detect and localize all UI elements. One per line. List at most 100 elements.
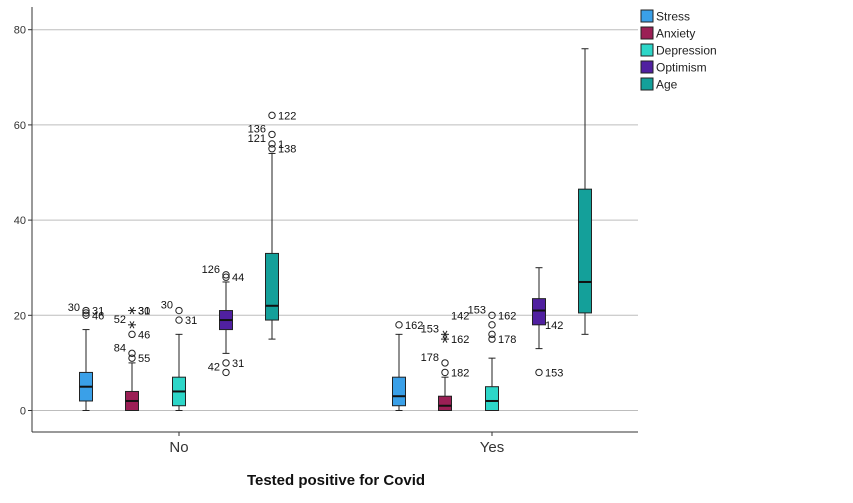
outlier-point [222, 271, 230, 279]
x-tick-label: No [169, 439, 188, 456]
outlier-label: 31 [185, 315, 197, 327]
outlier-point [488, 321, 496, 329]
outlier-point [488, 311, 496, 319]
outlier-label: 1 [278, 139, 284, 151]
outlier-label: 162 [405, 320, 423, 332]
outlier-point [268, 140, 276, 148]
legend-item-age: Age [640, 77, 678, 92]
outlier-point [268, 111, 276, 120]
axes: 0 20 40 60 80 No Yes [14, 7, 638, 456]
y-tick-label: 40 [14, 215, 26, 227]
outlier-label: 178 [421, 352, 439, 364]
outlier-label: 182 [451, 367, 469, 379]
legend-swatch [640, 9, 654, 23]
legend-swatch [640, 77, 654, 91]
outlier-point [268, 145, 276, 153]
outlier-label: 138 [278, 144, 296, 156]
extreme-point [441, 330, 449, 339]
outlier-point [82, 311, 90, 319]
outlier-point [441, 368, 449, 377]
box-age-yes [578, 48, 592, 335]
outlier-label: 142 [545, 320, 563, 332]
box-anxiety-yes: 182 178 162 153 142 [421, 310, 469, 412]
x-tick-label: Yes [480, 439, 504, 456]
outlier-label: 136 [248, 123, 266, 135]
outlier-point [268, 130, 276, 139]
outlier-label: 142 [451, 310, 469, 322]
box-body [265, 252, 279, 321]
outlier-label: 30 [161, 300, 173, 312]
box-body [485, 386, 499, 412]
extreme-point [441, 335, 449, 343]
legend-item-optimism: Optimism [640, 60, 707, 75]
outlier-label: 42 [208, 361, 220, 373]
outlier-label: 162 [498, 310, 516, 322]
outlier-point [175, 316, 183, 324]
legend-label: Anxiety [656, 27, 695, 41]
outlier-point [488, 330, 496, 339]
outlier-point [82, 306, 90, 315]
y-tick-label: 20 [14, 310, 26, 322]
outlier-label: 44 [232, 272, 244, 284]
box-body [578, 188, 592, 314]
outlier-label: 153 [421, 323, 439, 335]
outlier-point [222, 368, 230, 377]
y-tick-label: 0 [20, 406, 26, 418]
box-stress-no: 46 30 31 [68, 302, 104, 411]
outlier-point [82, 309, 90, 317]
box-optimism-no: 44 126 31 42 [202, 264, 244, 377]
outlier-label: 31 [138, 306, 150, 318]
extreme-point [128, 321, 136, 329]
y-tick-label: 60 [14, 120, 26, 132]
star-stroke [129, 321, 135, 329]
extreme-point [128, 306, 136, 315]
outlier-label: 46 [138, 329, 150, 341]
outlier-label: 46 [92, 310, 104, 322]
star-stroke [129, 306, 135, 315]
legend: Stress Anxiety Depression Optimism Age [640, 9, 717, 92]
outlier-label: 55 [138, 353, 150, 365]
outlier-point [128, 349, 136, 358]
outlier-label: 30 [138, 306, 150, 318]
outlier-point [128, 354, 136, 362]
box-stress-yes: 162 [392, 320, 423, 411]
outlier-point [128, 330, 136, 339]
y-tick-label: 80 [14, 25, 26, 37]
legend-label: Optimism [656, 61, 707, 75]
outlier-point [441, 359, 449, 367]
outlier-label: 31 [92, 306, 104, 318]
outlier-point [222, 359, 230, 367]
outlier-point [222, 273, 230, 281]
legend-item-depression: Depression [640, 43, 717, 58]
outlier-label: 153 [545, 367, 563, 379]
outlier-label: 121 [248, 133, 266, 145]
outlier-label: 31 [232, 358, 244, 370]
outlier-label: 126 [202, 264, 220, 276]
outlier-label: 122 [278, 110, 296, 122]
legend-label: Age [656, 78, 678, 92]
legend-swatch [640, 60, 654, 74]
outlier-point [395, 321, 403, 329]
outlier-point [488, 335, 496, 343]
outlier-label: 52 [114, 314, 126, 326]
outlier-label: 162 [451, 334, 469, 346]
box-optimism-yes: 153 142 [532, 267, 563, 379]
outlier-label: 84 [114, 342, 126, 354]
legend-swatch [640, 26, 654, 40]
box-body [438, 395, 452, 412]
box-body [392, 376, 406, 407]
legend-item-stress: Stress [640, 9, 690, 24]
box-depression-no: 31 30 [161, 300, 197, 411]
outlier-point [535, 368, 543, 377]
legend-label: Stress [656, 10, 690, 24]
box-age-no: 138 121 1 136 122 [248, 110, 296, 340]
star-stroke [442, 330, 448, 339]
outlier-label: 178 [498, 334, 516, 346]
legend-swatch [640, 43, 654, 57]
outlier-point [175, 306, 183, 315]
outlier-label: 153 [468, 304, 486, 316]
x-axis-title: Tested positive for Covid [247, 472, 425, 489]
